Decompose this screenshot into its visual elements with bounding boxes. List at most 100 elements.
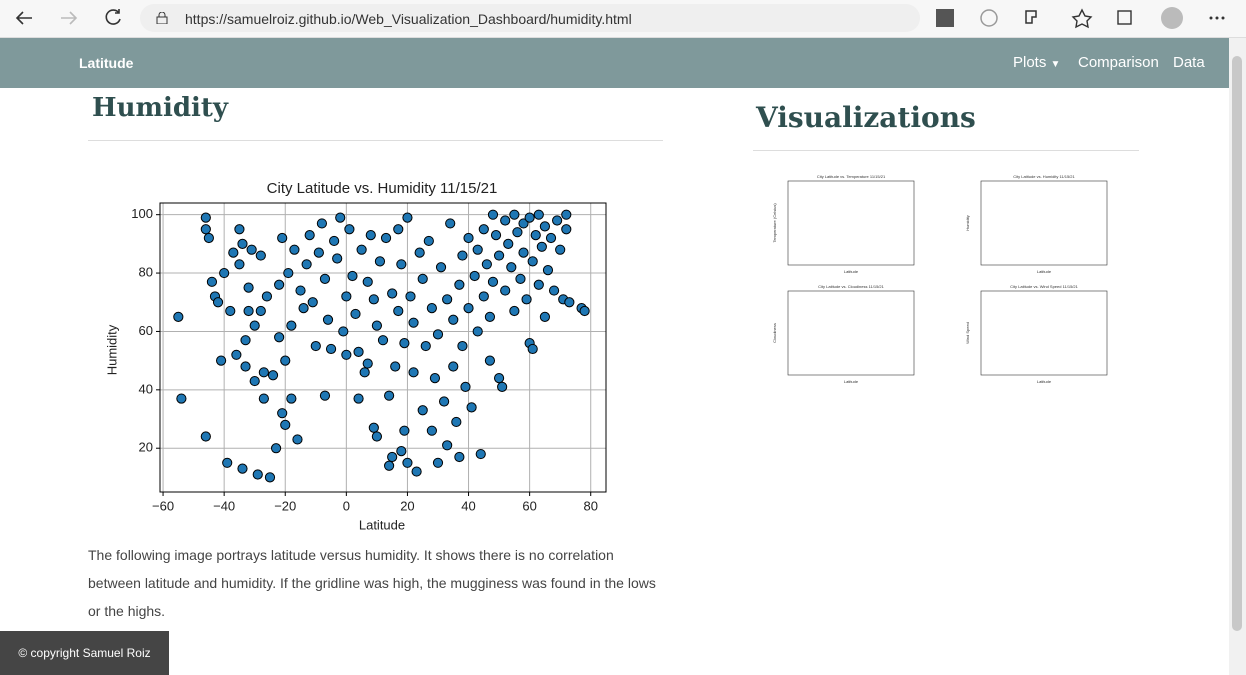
point <box>387 288 398 299</box>
point <box>203 232 214 244</box>
thumbnail-y-label: Temperature (Celsius) <box>772 203 777 243</box>
point <box>536 241 547 252</box>
footer: © copyright Samuel Roiz <box>0 631 169 675</box>
point <box>423 235 434 247</box>
point <box>475 448 486 460</box>
description: The following image portrays latitude ve… <box>88 547 656 619</box>
point <box>295 285 306 296</box>
help-icon[interactable] <box>936 9 954 27</box>
point <box>319 390 331 401</box>
point <box>234 224 245 235</box>
x-tick-label: 0 <box>343 498 350 513</box>
point <box>280 419 291 430</box>
browser-icons <box>936 7 1225 29</box>
point <box>313 247 324 258</box>
point <box>335 212 346 223</box>
scrollbar[interactable] <box>1229 38 1246 675</box>
point <box>399 425 410 436</box>
divider <box>753 150 1139 151</box>
point <box>384 390 395 401</box>
thumbnail-x-label: Latitude <box>844 269 859 274</box>
point <box>292 434 303 445</box>
point <box>438 396 450 407</box>
point <box>426 425 437 436</box>
point <box>200 224 211 235</box>
thumbnail-title: City Latitude vs. Temperature 11/15/21 <box>817 174 886 179</box>
thumbnail-x-label: Latitude <box>1037 269 1052 274</box>
point <box>377 335 389 346</box>
x-tick-label: −60 <box>152 498 174 513</box>
plots-dropdown[interactable]: Plots ▼ <box>1013 54 1061 71</box>
point <box>530 230 541 241</box>
forward-button[interactable] <box>61 11 78 25</box>
profile-icon[interactable] <box>1161 7 1183 29</box>
thumbnail-frame <box>980 180 1108 266</box>
thumbnail[interactable]: City Latitude vs. Temperature 11/15/21 La… <box>770 172 916 276</box>
point <box>542 265 554 276</box>
point <box>460 381 471 393</box>
reload-button[interactable] <box>105 9 121 25</box>
back-button[interactable] <box>15 11 32 25</box>
x-tick-label: 80 <box>583 498 597 513</box>
point <box>286 320 297 331</box>
y-tick-label: 20 <box>139 440 153 455</box>
collections-icon[interactable] <box>1117 10 1132 25</box>
point <box>579 305 590 317</box>
point <box>405 291 416 302</box>
point <box>472 244 483 255</box>
point <box>512 227 523 238</box>
x-axis-label: Latitude <box>359 517 405 532</box>
point <box>487 276 499 287</box>
point <box>503 238 514 249</box>
brand-link[interactable]: Latitude <box>79 55 134 71</box>
thumbnail[interactable]: City Latitude vs. Humidity 11/15/21 Latit… <box>963 172 1109 276</box>
nav-item[interactable]: Comparison <box>1078 54 1159 71</box>
x-tick-label: −20 <box>274 498 296 513</box>
point <box>539 221 551 232</box>
y-tick-label: 60 <box>139 323 153 338</box>
point <box>371 431 382 442</box>
point <box>212 297 224 308</box>
thumbnail-x-label: Latitude <box>1037 379 1052 384</box>
point <box>277 408 288 419</box>
point <box>497 381 508 393</box>
point <box>509 209 520 220</box>
point <box>478 224 489 235</box>
point <box>487 209 499 220</box>
point <box>390 361 401 372</box>
point <box>319 273 331 284</box>
point <box>283 267 294 279</box>
point <box>316 218 328 229</box>
menu-icon[interactable] <box>1209 16 1225 20</box>
point <box>338 326 349 337</box>
point <box>301 259 312 270</box>
point <box>353 393 364 404</box>
point <box>356 244 367 255</box>
point <box>561 209 572 220</box>
point <box>411 466 422 477</box>
point <box>527 256 538 267</box>
point <box>264 472 276 483</box>
thumbnail[interactable]: City Latitude vs. Cloudiness 11/15/21 Lat… <box>770 282 916 386</box>
divider <box>88 140 663 141</box>
address-bar[interactable]: https://samuelroiz.github.io/Web_Visuali… <box>140 4 920 32</box>
lock-icon <box>156 12 168 24</box>
thumbnail[interactable]: City Latitude vs. Wind Speed 11/15/21 Lat… <box>963 282 1109 386</box>
favorites-icon[interactable] <box>1071 8 1093 29</box>
point <box>176 393 187 404</box>
point <box>564 297 575 308</box>
extensions-icon[interactable] <box>1025 10 1037 24</box>
point <box>408 367 419 378</box>
point <box>332 253 343 264</box>
x-tick-label: −40 <box>213 498 235 513</box>
point <box>457 340 468 352</box>
extension-icon[interactable] <box>980 9 998 27</box>
scrollbar-thumb[interactable] <box>1232 56 1242 631</box>
point <box>206 276 218 287</box>
point <box>469 270 480 282</box>
point <box>432 329 444 340</box>
nav-item[interactable]: Data <box>1173 54 1205 71</box>
point <box>258 393 269 404</box>
thumbnail-y-label: Wind Speed <box>965 322 970 344</box>
